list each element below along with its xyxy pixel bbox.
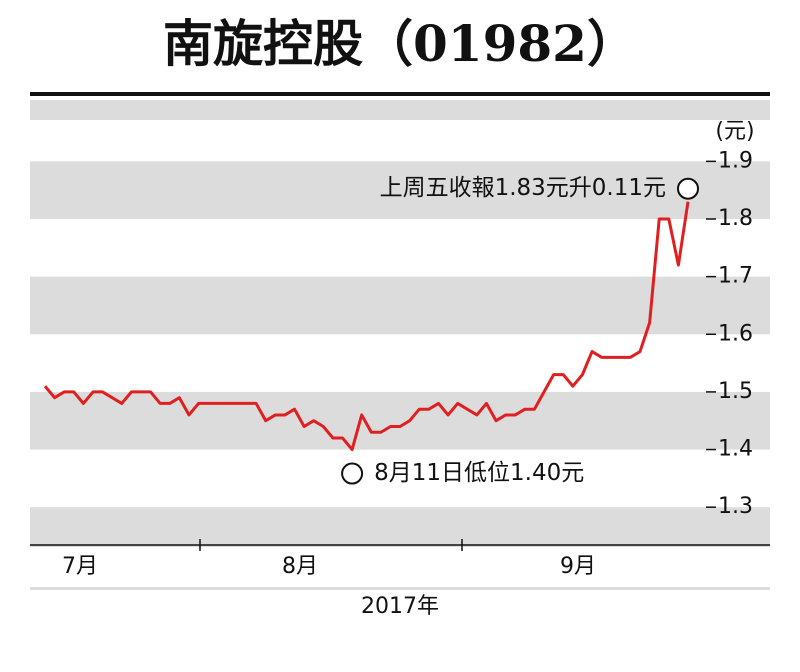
y-tick-label: 1.6 [718,321,753,346]
annotation: 8月11日低位1.40元 [374,460,584,486]
unit-label: (元) [715,119,754,144]
plot-band [30,334,770,392]
x-tick-label: 7月 [62,554,98,579]
plot-band [30,218,770,277]
chart-title: 南旋控股（01982） [163,14,637,73]
year-band [30,590,770,625]
y-tick-label: 1.4 [718,437,753,462]
annotation: 上周五收報1.83元升0.11元 [380,175,666,201]
low-marker [341,462,364,485]
price-line [43,201,690,452]
month-band [30,547,770,587]
high-marker [677,177,699,200]
y-tick-label: 1.5 [718,379,753,404]
x-axis-title: 2017年 [361,594,439,619]
x-tick-label: 8月 [282,554,318,579]
y-tick-label: 1.9 [718,148,753,173]
y-tick-label: 1.7 [718,264,753,289]
y-tick-label: 1.8 [718,206,753,231]
y-tick-label: 1.3 [718,494,753,519]
x-tick-label: 9月 [560,554,596,579]
plot-band [30,120,770,162]
plot-band [30,449,770,508]
